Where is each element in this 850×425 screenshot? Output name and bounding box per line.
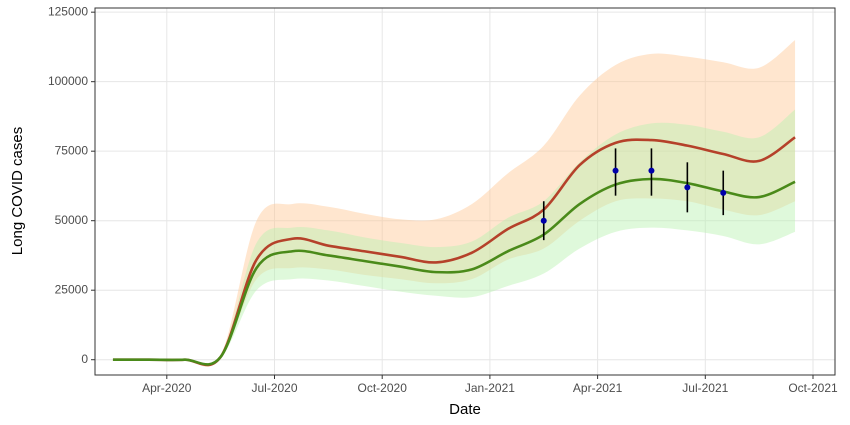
y-tick-label: 100000 xyxy=(48,74,88,88)
x-tick-label: Oct-2020 xyxy=(358,381,408,395)
x-tick-label: Oct-2021 xyxy=(788,381,838,395)
plot-frame xyxy=(94,7,836,376)
point xyxy=(684,184,691,191)
x-tick-label: Jan-2021 xyxy=(465,381,515,395)
plot-background xyxy=(95,8,835,375)
y-axis-title: Long COVID cases xyxy=(9,127,26,255)
ribbon xyxy=(112,39,796,367)
point xyxy=(612,167,619,174)
point xyxy=(648,167,655,174)
point xyxy=(540,217,547,224)
y-tick-label: 125000 xyxy=(48,4,88,18)
x-tick-label: Apr-2020 xyxy=(142,381,192,395)
x-tick-label: Apr-2021 xyxy=(573,381,623,395)
y-tick-label: 50000 xyxy=(55,213,89,227)
ribbon xyxy=(112,109,796,366)
y-tick-label: 25000 xyxy=(55,282,89,296)
x-tick-label: Jul-2021 xyxy=(682,381,728,395)
x-axis-title: Date xyxy=(449,401,481,418)
y-tick-label: 75000 xyxy=(55,143,89,157)
y-tick-label: 0 xyxy=(81,352,88,366)
point xyxy=(720,189,727,196)
x-tick-label: Jul-2020 xyxy=(251,381,297,395)
line xyxy=(112,177,796,366)
